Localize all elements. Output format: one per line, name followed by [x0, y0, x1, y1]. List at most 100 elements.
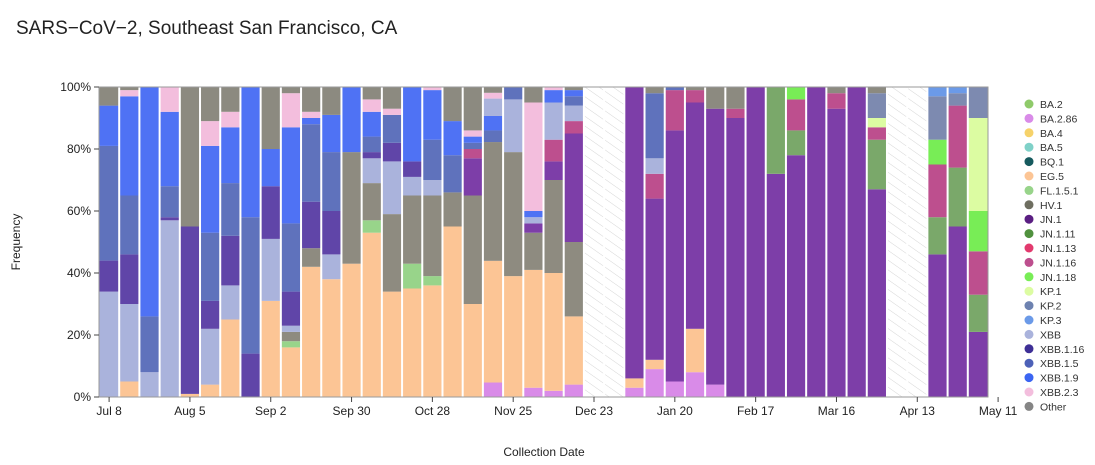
bar-segment-hv-1[interactable]	[462, 195, 483, 305]
bar-segment-xbb-2-3[interactable]	[482, 92, 504, 99]
bar-segment-jn-1-16[interactable]	[785, 99, 807, 131]
bar-segment-xbb-1-5[interactable]	[381, 114, 403, 143]
bar-segment-xbb-2-3[interactable]	[422, 87, 443, 91]
bar-segment-jn-1[interactable]	[745, 87, 766, 397]
bar-segment-xbb-1-5[interactable]	[280, 223, 302, 292]
bar-segment-hv-1[interactable]	[280, 331, 302, 342]
bar-segment-kp-2[interactable]	[947, 93, 968, 106]
bar-segment-eg-5[interactable]	[179, 393, 201, 397]
bar-segment-xbb-1-9[interactable]	[159, 111, 180, 187]
bar-segment-other[interactable]	[705, 87, 726, 109]
bar-segment-hv-1[interactable]	[442, 192, 463, 227]
bar-segment-xbb-2-3[interactable]	[159, 87, 180, 112]
legend-label[interactable]: BA.5	[1040, 142, 1063, 154]
bar-segment-other[interactable]	[220, 87, 241, 112]
bar-segment-hv-1[interactable]	[523, 232, 544, 270]
legend-label[interactable]: XBB	[1040, 329, 1061, 341]
bar-segment-xbb-1-5[interactable]	[361, 136, 382, 153]
bar-segment-ba-2-86[interactable]	[543, 390, 564, 397]
bar-segment-xbb-1-9[interactable]	[543, 90, 564, 103]
bar-segment-jn-1[interactable]	[523, 223, 544, 233]
bar-segment-xbb[interactable]	[381, 161, 403, 215]
bar-segment-xbb-1-9[interactable]	[280, 127, 302, 224]
bar-segment-jn-1-16[interactable]	[725, 108, 746, 118]
bar-segment-eg-5[interactable]	[341, 263, 362, 397]
legend-label[interactable]: BA.2.86	[1040, 113, 1078, 125]
bar-segment-hv-1[interactable]	[543, 180, 564, 273]
bar-segment-kp-1[interactable]	[866, 118, 887, 128]
bar-segment-xbb[interactable]	[119, 304, 140, 382]
bar-segment-xbb-1-16[interactable]	[119, 254, 140, 304]
bar-segment-hv-1[interactable]	[301, 248, 322, 267]
bar-segment-eg-5[interactable]	[543, 273, 564, 391]
bar-segment-eg-5[interactable]	[260, 300, 281, 397]
bar-segment-eg-5[interactable]	[119, 381, 140, 398]
bar-segment-other[interactable]	[644, 87, 665, 94]
bar-segment-xbb[interactable]	[503, 99, 524, 153]
bar-segment-jn-1[interactable]	[684, 102, 706, 329]
bar-segment-hv-1[interactable]	[482, 142, 504, 261]
bar-segment-jn-1[interactable]	[563, 133, 584, 243]
bar-segment-ba-2-86[interactable]	[644, 369, 665, 397]
bar-segment-kp-3[interactable]	[947, 87, 968, 94]
bar-segment-other[interactable]	[462, 87, 483, 131]
legend-label[interactable]: KP.1	[1040, 286, 1062, 298]
bar-segment-eg-5[interactable]	[503, 276, 524, 397]
bar-segment-xbb-1-5[interactable]	[301, 124, 322, 202]
bar-segment-jn-1[interactable]	[543, 161, 564, 180]
bar-segment-xbb[interactable]	[543, 102, 564, 140]
bar-segment-xbb-1-5[interactable]	[462, 142, 483, 149]
bar-segment-xbb-2-3[interactable]	[523, 102, 544, 212]
legend-label[interactable]: JN.1	[1040, 214, 1062, 226]
legend-label[interactable]: JN.1.16	[1040, 257, 1076, 269]
bar-segment-other[interactable]	[523, 87, 544, 103]
bar-segment-xbb-2-3[interactable]	[280, 93, 302, 128]
bar-segment-xbb-2-3[interactable]	[119, 90, 140, 97]
bar-segment-ba-2-86[interactable]	[664, 381, 685, 398]
bar-segment-hv-1[interactable]	[503, 152, 524, 277]
bar-segment-jn-1[interactable]	[947, 226, 968, 398]
bar-segment-other[interactable]	[361, 87, 382, 100]
bar-segment-hv-1[interactable]	[361, 183, 382, 221]
bar-segment-jn-1[interactable]	[785, 155, 807, 397]
bar-segment-xbb-1-5[interactable]	[139, 316, 160, 373]
bar-segment-xbb-1-5[interactable]	[321, 152, 342, 211]
bar-segment-xbb-1-5[interactable]	[482, 130, 504, 143]
bar-segment-xbb[interactable]	[220, 285, 241, 320]
bar-segment-fl-1-5-1[interactable]	[361, 220, 382, 233]
bar-segment-eg-5[interactable]	[280, 347, 302, 397]
bar-segment-xbb-1-5[interactable]	[644, 93, 665, 159]
legend-label[interactable]: FL.1.5.1	[1040, 185, 1079, 197]
bar-segment-xbb-1-16[interactable]	[99, 260, 120, 292]
bar-segment-eg-5[interactable]	[301, 266, 322, 397]
bar-segment-xbb-1-5[interactable]	[442, 155, 463, 193]
bar-segment-xbb-1-16[interactable]	[159, 217, 180, 221]
bar-segment-jn-1-16[interactable]	[543, 139, 564, 162]
bar-segment-jn-1-16[interactable]	[826, 93, 847, 109]
bar-segment-eg-5[interactable]	[402, 288, 423, 398]
bar-segment-xbb[interactable]	[644, 158, 665, 174]
bar-segment-jn-1[interactable]	[846, 87, 867, 397]
bar-segment-kp-1[interactable]	[967, 118, 988, 211]
bar-segment-jn-1[interactable]	[664, 130, 685, 382]
bar-segment-xbb[interactable]	[402, 176, 423, 196]
bar-segment-jn-1-11[interactable]	[765, 87, 786, 174]
bar-segment-other[interactable]	[179, 87, 201, 227]
bar-segment-jn-1[interactable]	[866, 189, 887, 397]
bar-segment-xbb[interactable]	[159, 220, 180, 397]
bar-segment-jn-1-11[interactable]	[785, 130, 807, 156]
bar-segment-jn-1[interactable]	[644, 198, 665, 360]
bar-segment-xbb-1-9[interactable]	[240, 87, 261, 218]
bar-segment-other[interactable]	[563, 87, 584, 91]
bar-segment-xbb-1-5[interactable]	[664, 87, 685, 91]
bar-segment-other[interactable]	[99, 87, 120, 106]
bar-segment-jn-1-16[interactable]	[462, 149, 483, 159]
bar-segment-xbb-1-5[interactable]	[503, 87, 524, 100]
bar-segment-xbb-1-16[interactable]	[220, 235, 241, 286]
bar-segment-eg-5[interactable]	[624, 378, 645, 388]
legend-label[interactable]: EG.5	[1040, 171, 1064, 183]
bar-segment-xbb-1-5[interactable]	[200, 232, 221, 301]
legend-label[interactable]: XBB.1.9	[1040, 373, 1079, 385]
bar-segment-xbb-1-9[interactable]	[462, 136, 483, 143]
bar-segment-jn-1[interactable]	[806, 87, 827, 397]
